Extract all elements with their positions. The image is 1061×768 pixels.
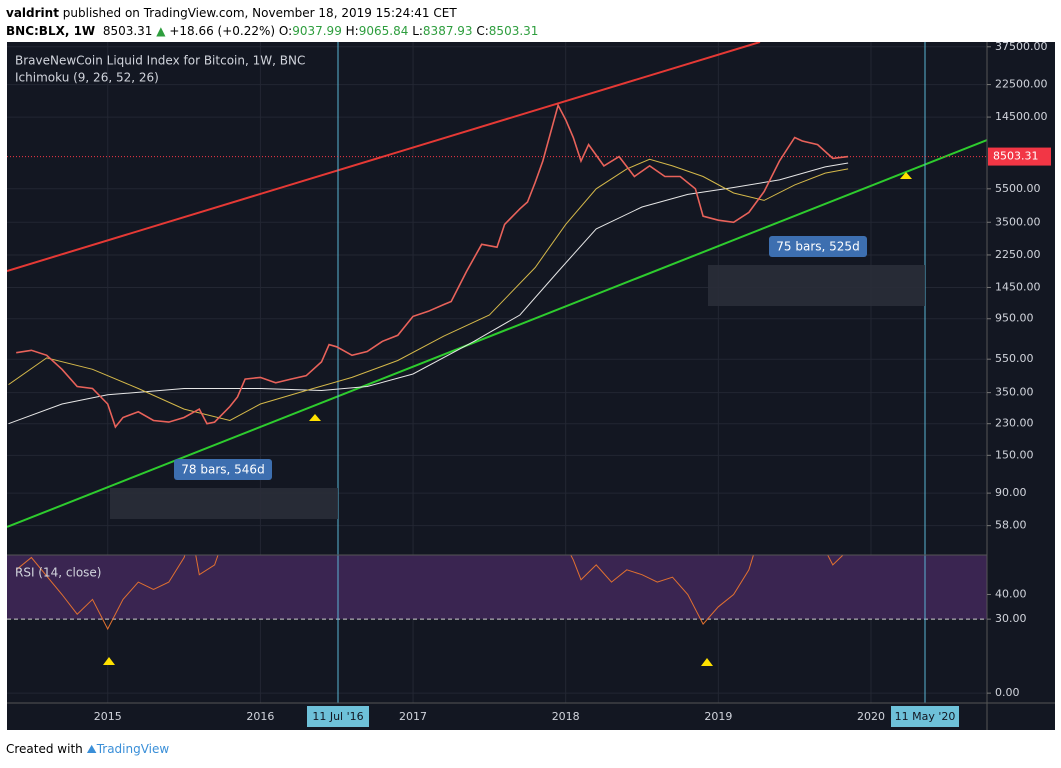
indicator-title: RSI (14, close) <box>15 566 101 580</box>
ohlc-label: C: <box>476 24 489 38</box>
price: 8503.31 <box>102 24 153 38</box>
marker <box>900 172 912 179</box>
y-tick-label: 58.00 <box>995 519 1027 532</box>
publish-line: valdrint published on TradingView.com, N… <box>6 4 538 22</box>
x-tick-label: 2020 <box>857 710 885 723</box>
series-line <box>15 555 844 631</box>
trend-line-red <box>7 42 761 272</box>
date-tag-bg <box>307 706 369 727</box>
marker <box>103 657 115 665</box>
up-arrow: ▲ <box>156 24 166 38</box>
date-tag-bg <box>891 706 959 727</box>
author: valdrint <box>6 6 59 20</box>
last-price-bg <box>988 147 1051 166</box>
series-line <box>8 158 849 422</box>
range-label-bg <box>769 236 867 257</box>
y-tick-label: 30.00 <box>995 612 1027 625</box>
y-tick-label: 1450.00 <box>995 280 1041 293</box>
symbol: BNC:BLX, 1W <box>6 24 96 38</box>
last-price-label: 8503.31 <box>993 150 1039 163</box>
y-tick-label: 950.00 <box>995 312 1034 325</box>
y-tick-label: 2250.00 <box>995 248 1041 261</box>
published: published on TradingView.com, November 1… <box>62 6 457 20</box>
marker <box>701 658 713 666</box>
header: valdrint published on TradingView.com, N… <box>6 4 538 40</box>
date-tag: 11 May '20 <box>895 710 956 723</box>
indicator-title: Ichimoku (9, 26, 52, 26) <box>15 71 159 85</box>
ohlc-label: O: <box>278 24 293 38</box>
rsi-band <box>7 555 987 620</box>
ohlc-value: 8387.93 <box>422 24 473 38</box>
y-tick-label: 0.00 <box>995 686 1020 699</box>
y-tick-label: 230.00 <box>995 417 1034 430</box>
change: +18.66 (+0.22%) <box>169 24 276 38</box>
y-tick-label: 3500.00 <box>995 215 1041 228</box>
quote-line: BNC:BLX, 1W 8503.31 ▲ +18.66 (+0.22%) O:… <box>6 22 538 40</box>
time-axis-bg <box>7 703 1055 730</box>
y-tick-label: 5500.00 <box>995 182 1041 195</box>
range-label: 75 bars, 525d <box>776 240 859 254</box>
x-tick-label: 2015 <box>94 710 122 723</box>
series-line <box>16 103 849 429</box>
date-range-box <box>110 488 338 519</box>
date-range-box <box>708 265 925 306</box>
footer-text: Created with <box>6 742 83 756</box>
x-tick-label: 2017 <box>399 710 427 723</box>
footer-brand: ⛰TradingView <box>86 742 170 756</box>
y-tick-label: 550.00 <box>995 352 1034 365</box>
footer: Created with ⛰TradingView <box>6 742 169 757</box>
drawings <box>7 42 987 555</box>
trend-line-green <box>7 139 987 528</box>
ohlc-label: L: <box>412 24 423 38</box>
ohlc: O:9037.99 H:9065.84 L:8387.93 C:8503.31 <box>279 24 539 38</box>
ohlc-label: H: <box>345 24 359 38</box>
x-tick-label: 2019 <box>704 710 732 723</box>
y-tick-label: 350.00 <box>995 386 1034 399</box>
x-tick-label: 2018 <box>552 710 580 723</box>
brand: TradingView <box>96 742 170 756</box>
range-label-bg <box>174 459 272 480</box>
y-tick-label: 37500.00 <box>995 40 1048 53</box>
range-label: 78 bars, 546d <box>181 463 264 477</box>
ohlc-value: 9037.99 <box>292 24 342 38</box>
ohlc-value: 9065.84 <box>358 24 409 38</box>
y-tick-label: 150.00 <box>995 448 1034 461</box>
x-tick-label: 2016 <box>246 710 274 723</box>
y-tick-label: 90.00 <box>995 486 1027 499</box>
date-tag: 11 Jul '16 <box>312 710 363 723</box>
price-axis-bg <box>987 42 1055 703</box>
series-line <box>8 162 849 425</box>
y-tick-label: 14500.00 <box>995 110 1048 123</box>
y-tick-label: 40.00 <box>995 587 1027 600</box>
y-tick-label: 22500.00 <box>995 78 1048 91</box>
ohlc-value: 8503.31 <box>488 24 539 38</box>
chart-title: BraveNewCoin Liquid Index for Bitcoin, 1… <box>15 54 305 68</box>
marker <box>309 414 321 421</box>
